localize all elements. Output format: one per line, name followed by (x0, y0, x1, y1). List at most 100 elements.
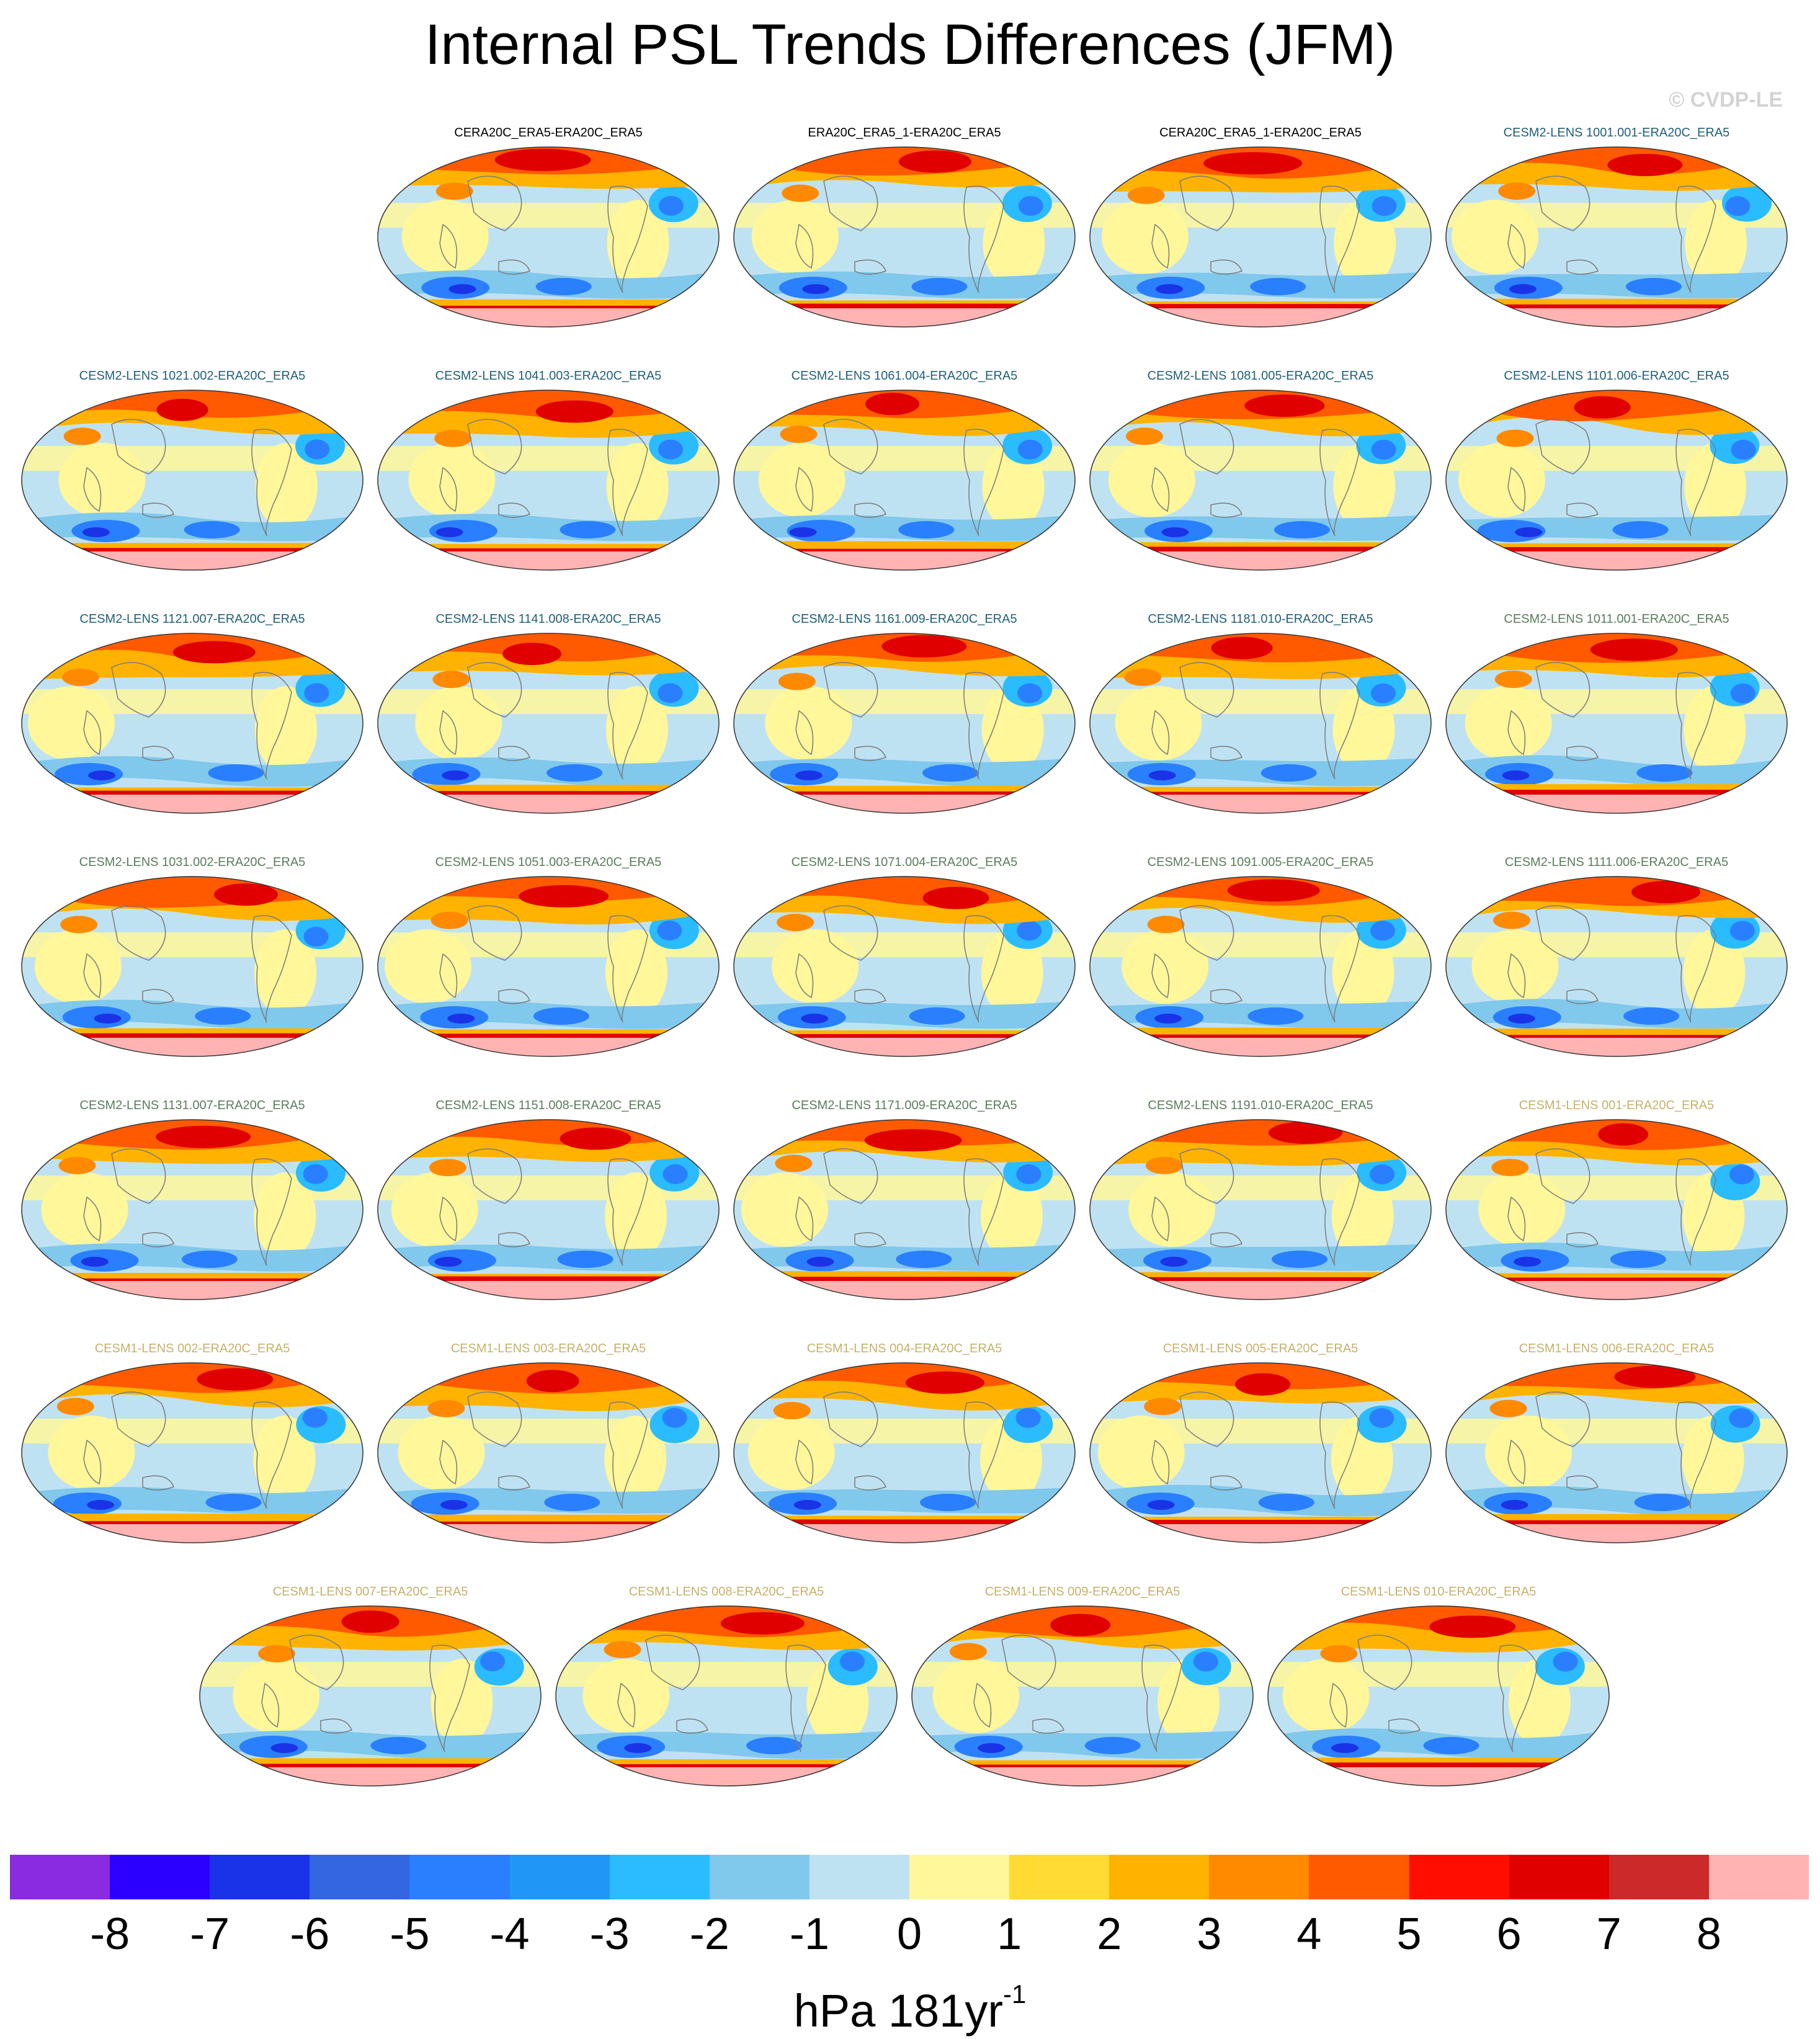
map-panel: CESM1-LENS 004-ERA20C_ERA5 (731, 1341, 1078, 1546)
map-panel: CESM2-LENS 1061.004-ERA20C_ERA5 (731, 368, 1078, 573)
colorbar-tick-label: 7 (1596, 1909, 1621, 1959)
panel-label: CESM1-LENS 007-ERA20C_ERA5 (272, 1585, 468, 1599)
colorbar-tick-label: -3 (589, 1909, 630, 1959)
map-panel: CESM1-LENS 009-ERA20C_ERA5 (909, 1584, 1256, 1789)
colorbar-units: hPa 181yr-1 (0, 1966, 1820, 2039)
colorbar-tick-label: 3 (1197, 1909, 1222, 1959)
map-panel: CESM2-LENS 1041.003-ERA20C_ERA5 (375, 368, 722, 573)
map-panel: CESM2-LENS 1151.008-ERA20C_ERA5 (375, 1098, 722, 1303)
panel-label: CESM2-LENS 1121.007-ERA20C_ERA5 (79, 612, 305, 626)
panel-label: CESM1-LENS 006-ERA20C_ERA5 (1519, 1342, 1715, 1355)
colorbar-swatch (609, 1855, 710, 1899)
map-panel: CESM2-LENS 1081.005-ERA20C_ERA5 (1087, 368, 1434, 573)
colorbar-swatch (1109, 1855, 1210, 1899)
map-panel: CESM1-LENS 007-ERA20C_ERA5 (197, 1584, 544, 1789)
colorbar-tick-label: 1 (997, 1909, 1022, 1959)
colorbar-swatch (1209, 1855, 1309, 1899)
map-panel: CESM2-LENS 1171.009-ERA20C_ERA5 (731, 1098, 1078, 1303)
panel-label: CESM2-LENS 1011.001-ERA20C_ERA5 (1504, 612, 1729, 626)
colorbar-swatch (709, 1855, 810, 1899)
colorbar-swatch (210, 1855, 310, 1899)
panel-label: CESM1-LENS 001-ERA20C_ERA5 (1519, 1099, 1715, 1112)
panel-label: CESM2-LENS 1061.004-ERA20C_ERA5 (791, 369, 1018, 383)
panel-label: CESM1-LENS 009-ERA20C_ERA5 (984, 1585, 1180, 1599)
panel-label: CESM2-LENS 1131.007-ERA20C_ERA5 (79, 1099, 305, 1112)
colorbar-swatch (10, 1855, 110, 1899)
map-panel: CESM1-LENS 001-ERA20C_ERA5 (1443, 1098, 1790, 1303)
panel-label: CERA20C_ERA5_1-ERA20C_ERA5 (1159, 126, 1362, 140)
map-panel: CESM2-LENS 1141.008-ERA20C_ERA5 (375, 612, 722, 816)
panel-label: CESM1-LENS 002-ERA20C_ERA5 (94, 1342, 290, 1355)
panel-label: ERA20C_ERA5_1-ERA20C_ERA5 (808, 126, 1001, 140)
panel-label: CESM2-LENS 1181.010-ERA20C_ERA5 (1148, 612, 1373, 626)
map-panel: CESM2-LENS 1071.004-ERA20C_ERA5 (731, 855, 1078, 1060)
map-panel: CESM2-LENS 1031.002-ERA20C_ERA5 (19, 855, 366, 1060)
panel-label: CESM2-LENS 1031.002-ERA20C_ERA5 (79, 855, 306, 869)
panel-label: CESM2-LENS 1141.008-ERA20C_ERA5 (435, 612, 661, 626)
map-panel: CESM1-LENS 010-ERA20C_ERA5 (1265, 1584, 1612, 1789)
map-panel: CERA20C_ERA5_1-ERA20C_ERA5 (1087, 125, 1434, 330)
colorbar-swatch (1409, 1855, 1510, 1899)
panel-label: CESM2-LENS 1161.009-ERA20C_ERA5 (792, 612, 1017, 626)
map-panel: CESM2-LENS 1181.010-ERA20C_ERA5 (1087, 612, 1434, 816)
map-panel: CESM1-LENS 002-ERA20C_ERA5 (19, 1341, 366, 1546)
map-panel: CESM2-LENS 1021.002-ERA20C_ERA5 (19, 368, 366, 573)
panel-label: CESM2-LENS 1151.008-ERA20C_ERA5 (435, 1099, 661, 1112)
map-panel: CESM2-LENS 1001.001-ERA20C_ERA5 (1443, 125, 1790, 330)
colorbar-tick-label: -6 (290, 1909, 330, 1959)
colorbar-swatch (1708, 1855, 1809, 1899)
map-panel: CESM2-LENS 1131.007-ERA20C_ERA5 (19, 1098, 366, 1303)
panel-label: CESM2-LENS 1171.009-ERA20C_ERA5 (792, 1099, 1017, 1112)
colorbar-tick-label: -8 (90, 1909, 130, 1959)
colorbar-swatch (1309, 1855, 1410, 1899)
map-panel: CESM1-LENS 006-ERA20C_ERA5 (1443, 1341, 1790, 1546)
panel-label: CESM2-LENS 1091.005-ERA20C_ERA5 (1147, 855, 1374, 869)
map-panel: CESM2-LENS 1191.010-ERA20C_ERA5 (1087, 1098, 1434, 1303)
panel-label: CESM2-LENS 1191.010-ERA20C_ERA5 (1148, 1099, 1373, 1112)
map-panel: CESM1-LENS 003-ERA20C_ERA5 (375, 1341, 722, 1546)
panel-label: CESM1-LENS 004-ERA20C_ERA5 (806, 1342, 1002, 1355)
colorbar-tick-label: 0 (896, 1909, 922, 1959)
colorbar-tick-label: -5 (390, 1909, 430, 1959)
panel-label: CESM1-LENS 003-ERA20C_ERA5 (450, 1342, 646, 1355)
colorbar-tick-label: -2 (689, 1909, 729, 1959)
map-panel: CESM2-LENS 1101.006-ERA20C_ERA5 (1443, 368, 1790, 573)
map-panel: CESM1-LENS 008-ERA20C_ERA5 (553, 1584, 900, 1789)
colorbar-tick-label: 2 (1097, 1909, 1122, 1959)
map-panel: CESM2-LENS 1111.006-ERA20C_ERA5 (1443, 855, 1790, 1060)
panel-label: CESM1-LENS 008-ERA20C_ERA5 (628, 1585, 824, 1599)
panel-label: CESM1-LENS 010-ERA20C_ERA5 (1340, 1585, 1537, 1599)
colorbar-swatch (409, 1855, 511, 1899)
colorbar-swatch (110, 1855, 210, 1899)
copyright-watermark: © CVDP-LE (1669, 88, 1783, 112)
colorbar-swatch (1009, 1855, 1110, 1899)
colorbar-swatch (809, 1855, 910, 1899)
colorbar-tick-label: -7 (190, 1909, 230, 1959)
panel-label: CESM2-LENS 1041.003-ERA20C_ERA5 (435, 369, 662, 383)
units-exponent: -1 (1002, 1979, 1027, 2009)
colorbar-tick-label: -1 (789, 1909, 829, 1959)
map-panel: CESM2-LENS 1161.009-ERA20C_ERA5 (731, 612, 1078, 816)
panel-label: CESM2-LENS 1101.006-ERA20C_ERA5 (1504, 369, 1729, 383)
units-base: hPa 181yr (793, 1985, 1003, 2037)
colorbar-swatch (1509, 1855, 1610, 1899)
panel-label: CESM2-LENS 1021.002-ERA20C_ERA5 (79, 369, 306, 383)
panel-label: CESM1-LENS 005-ERA20C_ERA5 (1162, 1342, 1358, 1355)
map-panel: CERA20C_ERA5-ERA20C_ERA5 (375, 125, 722, 330)
colorbar-swatch (909, 1855, 1010, 1899)
colorbar-swatch (310, 1855, 410, 1899)
map-panel: CESM2-LENS 1121.007-ERA20C_ERA5 (19, 612, 366, 816)
colorbar-tick-label: 4 (1296, 1909, 1322, 1959)
colorbar-swatch (509, 1855, 610, 1899)
map-panel: ERA20C_ERA5_1-ERA20C_ERA5 (731, 125, 1078, 330)
colorbar-tick-label: -4 (489, 1909, 530, 1959)
panel-label: CESM2-LENS 1111.006-ERA20C_ERA5 (1504, 855, 1729, 869)
map-panel: CESM2-LENS 1091.005-ERA20C_ERA5 (1087, 855, 1434, 1060)
panel-label: CESM2-LENS 1001.001-ERA20C_ERA5 (1503, 126, 1730, 140)
map-panel: CESM2-LENS 1011.001-ERA20C_ERA5 (1443, 612, 1790, 816)
colorbar (10, 1855, 1809, 1899)
panel-label: CESM2-LENS 1081.005-ERA20C_ERA5 (1147, 369, 1374, 383)
panel-label: CESM2-LENS 1071.004-ERA20C_ERA5 (791, 855, 1018, 869)
colorbar-tick-label: 8 (1696, 1909, 1721, 1959)
map-panel: CESM1-LENS 005-ERA20C_ERA5 (1087, 1341, 1434, 1546)
